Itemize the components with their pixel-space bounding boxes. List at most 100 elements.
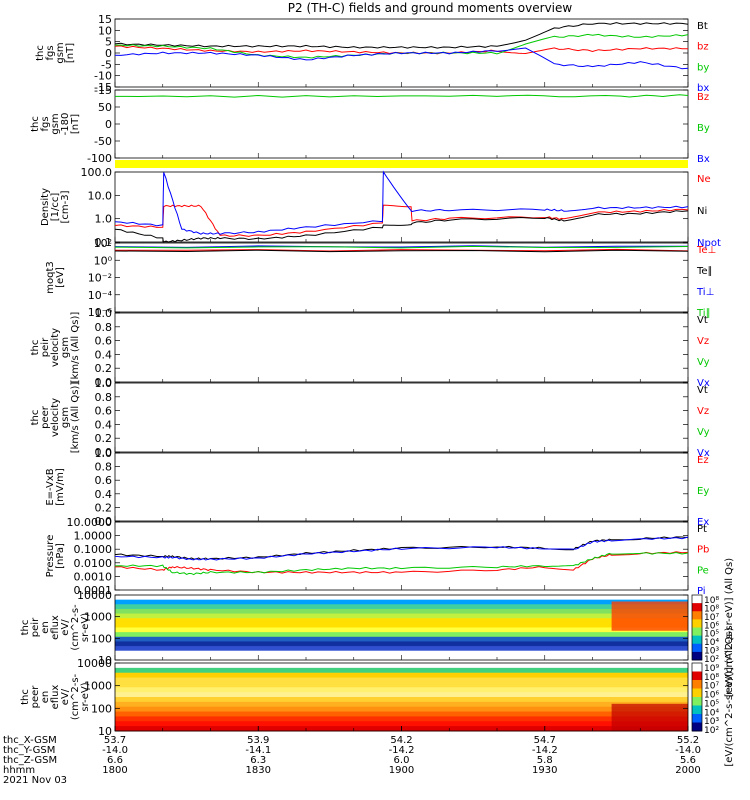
legend-Vt: Vt (697, 385, 708, 396)
series-line-Pe (114, 551, 689, 576)
y-axis-label: [1/cc] (50, 193, 61, 222)
colorbar-segment (692, 635, 702, 645)
y-axis-label: eflux (50, 615, 61, 640)
y-axis-label: [km/s (All Qs)] (70, 312, 81, 384)
y-axis-label: [eV] (55, 267, 66, 288)
legend-Bz: Bz (697, 92, 709, 103)
y-axis-label: gsm (55, 42, 66, 63)
x-tick-label: 6.6 (107, 755, 123, 766)
y-tick-label: 1.0000 (74, 530, 113, 543)
y-tick-label: 10 (98, 654, 112, 667)
x-tick-label: 1830 (246, 765, 271, 776)
spectrogram-enhancement (611, 703, 688, 731)
y-tick-label: 100.0 (81, 166, 113, 179)
legend-Vz: Vz (697, 406, 709, 417)
y-axis-label: thc (35, 45, 46, 61)
series-line-Te∥ (114, 249, 689, 253)
y-tick-label: 100 (91, 632, 112, 645)
y-axis-label: [cm-3] (60, 190, 71, 223)
colorbar-tick-label: 10³ (704, 647, 719, 657)
spectrogram-band (115, 663, 688, 669)
spectrogram-band (115, 618, 688, 624)
spectrogram-band (115, 599, 688, 605)
legend-Vy: Vy (697, 427, 710, 438)
y-tick-label: 10000 (77, 657, 112, 670)
y-axis-label: thc (30, 340, 41, 356)
x-tick-label: -14.1 (245, 745, 271, 756)
spectrogram-band (115, 632, 688, 638)
y-tick-label: 0.6 (95, 335, 113, 348)
y-tick-label: 10⁻⁶ (88, 306, 113, 319)
legend-By: By (697, 123, 710, 134)
colorbar-tick-label: 10⁷ (704, 613, 719, 623)
y-tick-label: 10 (98, 24, 112, 37)
legend-Vy: Vy (697, 357, 710, 368)
series-line-Pi (114, 536, 689, 561)
y-axis-label: [nT] (65, 43, 76, 63)
y-tick-label: 1.0 (95, 377, 113, 390)
legend-Pi: Pi (697, 586, 706, 597)
y-tick-label: 0.0001 (74, 584, 113, 597)
y-tick-label: 0.1000 (74, 543, 113, 556)
y-tick-label: 10 (98, 725, 112, 738)
panel-density: 100.0 10.0 1.0 0.1 Density [1/cc] [cm-3] Ne Ni Np… (40, 166, 721, 249)
spectrogram-band (115, 636, 688, 642)
y-tick-label: -15 (94, 84, 112, 97)
x-tick-label: -14.0 (102, 745, 128, 756)
y-tick-label: 0.8 (95, 321, 113, 334)
y-tick-label: 0 (105, 118, 112, 131)
y-axis-label: moqt3 (45, 261, 56, 294)
y-axis-label: (cm^2-s- (70, 673, 81, 720)
x-tick-label: 2000 (675, 765, 700, 776)
y-axis-label: [nPa] (55, 543, 66, 569)
colorbar-tick-label: 10⁴ (704, 708, 719, 718)
spectrogram-band (115, 706, 688, 713)
y-axis-label: gsm (50, 113, 61, 134)
y-axis-label: [nT] (70, 114, 81, 134)
colorbar-tick-label: 10⁷ (704, 682, 719, 692)
series-line-Te⊥ (114, 248, 689, 252)
x-tick-label: -14.2 (389, 745, 415, 756)
panel-frame (114, 452, 689, 522)
colorbar-frame (691, 594, 703, 661)
y-axis-label: sr-eV) (80, 682, 91, 711)
y-axis-label: thc (20, 620, 31, 636)
y-tick-label: -50 (94, 135, 112, 148)
y-axis-label: (cm^2-s- (70, 604, 81, 651)
y-tick-label: 0.6 (95, 405, 113, 418)
y-axis-label: velocity (50, 328, 61, 367)
y-tick-label: 10000 (77, 589, 112, 602)
x-axis-row-label: hhmm (3, 765, 35, 776)
x-tick-label: 6.3 (250, 755, 266, 766)
y-tick-label: 0.0 (95, 446, 113, 459)
colorbar-segment (692, 595, 702, 604)
legend-Npot: Npot (697, 238, 721, 249)
spectrogram-band (115, 627, 688, 633)
colorbar-label: [eV/(cm^2-s-sr-eV)] (All Qs) (724, 558, 735, 697)
x-tick-label: -14.2 (532, 745, 558, 756)
y-tick-label: 0.0100 (74, 557, 113, 570)
x-axis-row-label: thc_Z-GSM (3, 755, 57, 766)
legend-Bx: Bx (697, 154, 710, 165)
y-tick-label: -100 (87, 152, 112, 165)
y-axis-label: E=-VxB (45, 468, 56, 505)
series-line-Ni (114, 210, 689, 243)
legend-Vt: Vt (697, 315, 708, 326)
legend-Ey: Ey (697, 486, 709, 497)
y-tick-label: 15 (98, 13, 112, 26)
y-axis-label: fgs (40, 116, 51, 131)
y-tick-label: 10⁻² (88, 272, 112, 285)
colorbar-segment (692, 714, 702, 723)
colorbar-tick-label: 10⁸ (704, 596, 719, 606)
y-tick-label: 0.1 (95, 236, 113, 249)
panel-frame (114, 89, 689, 159)
y-tick-label: 0.0 (95, 376, 113, 389)
colorbar-segment (692, 619, 702, 628)
panel-frame (114, 242, 689, 313)
colorbar-segment (692, 688, 702, 698)
